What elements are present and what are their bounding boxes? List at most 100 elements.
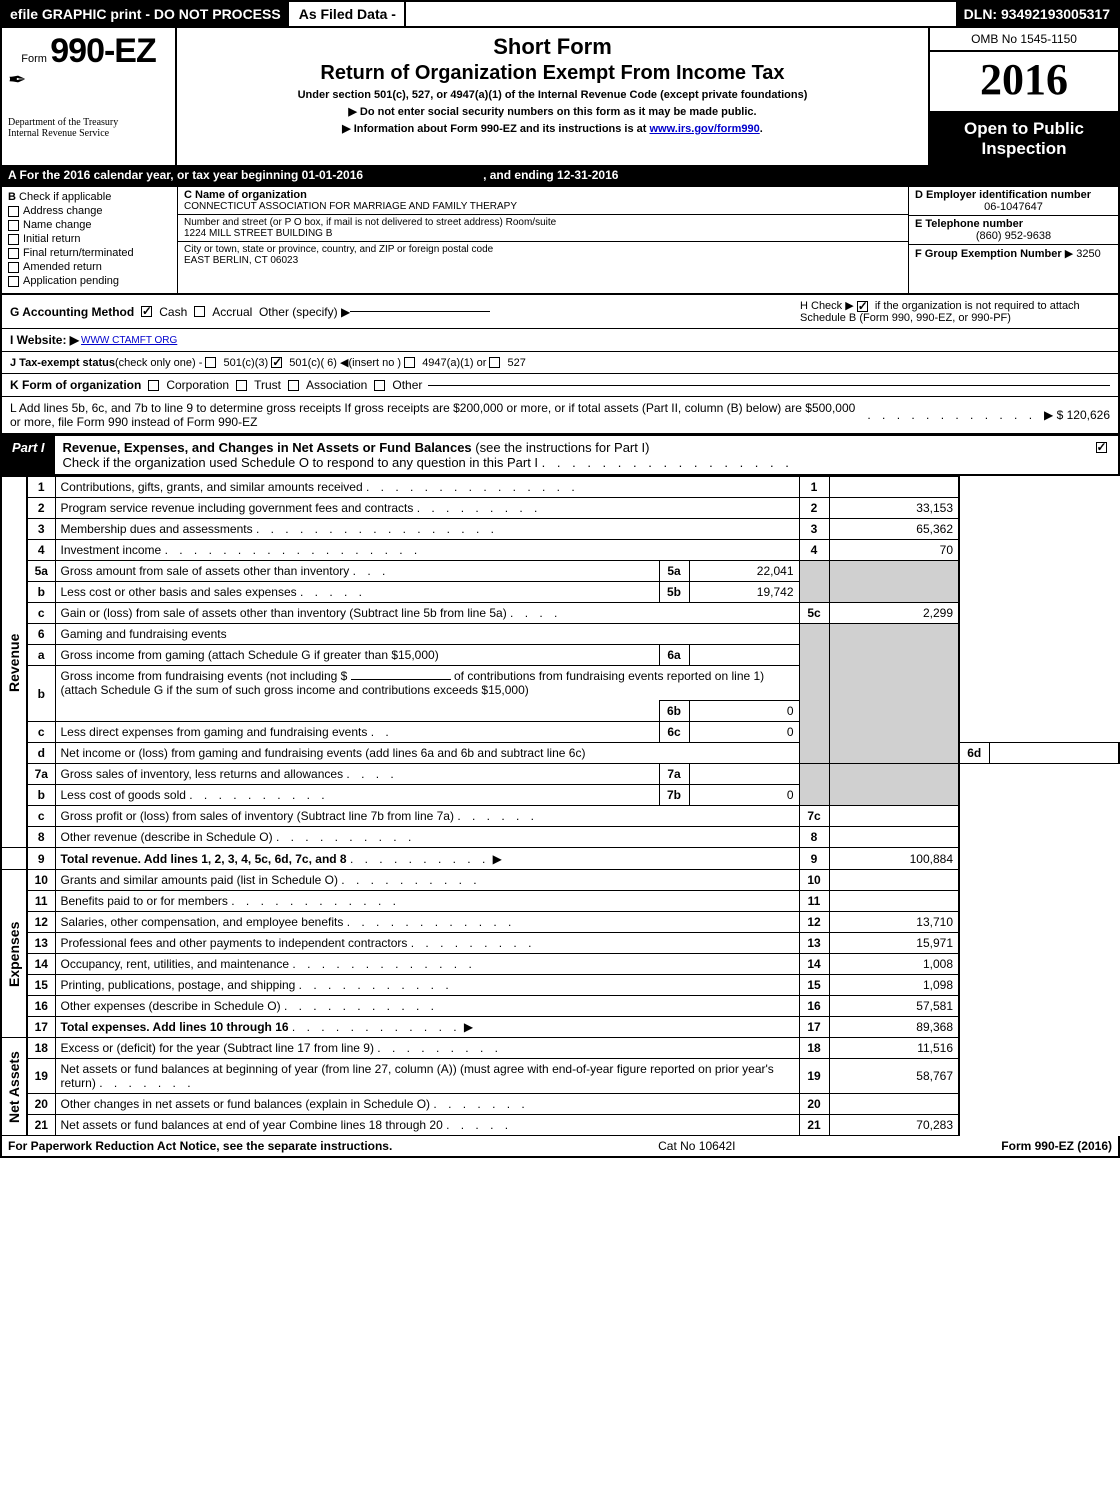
line-7a-val (689, 764, 799, 785)
dept-irs: Internal Revenue Service (8, 128, 169, 139)
line-5b-val: 19,742 (689, 582, 799, 603)
chk-trust[interactable] (236, 380, 247, 391)
line-5a-val: 22,041 (689, 561, 799, 582)
chk-schedule-o-part-i[interactable] (1096, 442, 1107, 453)
group-exemption: ▶ 3250 (1065, 248, 1101, 260)
fundraising-blank[interactable] (351, 679, 451, 680)
form-prefix: Form (21, 53, 47, 65)
line-1-val (829, 477, 959, 498)
org-address: 1224 MILL STREET BUILDING B (184, 228, 902, 239)
side-netassets: Net Assets (1, 1038, 27, 1136)
chk-final-return[interactable]: Final return/terminated (8, 247, 171, 259)
line-8-val (829, 827, 959, 848)
footer-left: For Paperwork Reduction Act Notice, see … (8, 1139, 392, 1153)
tax-year: 2016 (930, 52, 1118, 113)
part-i-tag: Part I (2, 436, 55, 474)
line-16-val: 57,581 (829, 996, 959, 1017)
chk-501c3[interactable] (205, 357, 216, 368)
line-5c-val: 2,299 (829, 603, 959, 624)
part-i-title: Revenue, Expenses, and Changes in Net As… (63, 440, 472, 455)
subtitle-2: ▶ Do not enter social security numbers o… (183, 105, 922, 118)
omb-number: OMB No 1545-1150 (930, 28, 1118, 52)
gross-receipts-val: ▶ $ 120,626 (1044, 408, 1110, 422)
chk-527[interactable] (489, 357, 500, 368)
line-12-val: 13,710 (829, 912, 959, 933)
org-name: CONNECTICUT ASSOCIATION FOR MARRIAGE AND… (184, 201, 902, 212)
row-a-tax-year: A For the 2016 calendar year, or tax yea… (0, 165, 1120, 187)
line-2-val: 33,153 (829, 498, 959, 519)
line-11-val (829, 891, 959, 912)
part-i-table: Revenue 1 Contributions, gifts, grants, … (0, 476, 1120, 1136)
line-6a-val (689, 645, 799, 666)
col-c-org-info: C Name of organization CONNECTICUT ASSOC… (177, 187, 908, 293)
other-org-input[interactable] (428, 385, 1110, 386)
subtitle-1: Under section 501(c), 527, or 4947(a)(1)… (183, 89, 922, 101)
chk-association[interactable] (288, 380, 299, 391)
open-to-public: Open to Public Inspection (930, 113, 1118, 165)
line-21-val: 70,283 (829, 1115, 959, 1136)
header-right-box: OMB No 1545-1150 2016 Open to Public Ins… (928, 28, 1118, 165)
line-6d-val (989, 743, 1119, 764)
line-6c-val: 0 (689, 722, 799, 743)
line-13-val: 15,971 (829, 933, 959, 954)
chk-4947a1[interactable] (404, 357, 415, 368)
line-7b-val: 0 (689, 785, 799, 806)
subtitle-3: ▶ Information about Form 990-EZ and its … (183, 122, 922, 135)
other-specify-input[interactable] (350, 311, 490, 312)
page-footer: For Paperwork Reduction Act Notice, see … (0, 1136, 1120, 1158)
efile-label: efile GRAPHIC print - DO NOT PROCESS (2, 2, 291, 26)
efile-topbar: efile GRAPHIC print - DO NOT PROCESS As … (0, 0, 1120, 28)
irs-link[interactable]: www.irs.gov/form990 (650, 123, 760, 135)
chk-amended-return[interactable]: Amended return (8, 261, 171, 273)
side-revenue: Revenue (1, 477, 27, 848)
ein-value: 06-1047647 (915, 201, 1112, 213)
col-d-ein: D Employer identification number 06-1047… (908, 187, 1118, 293)
line-6b-val: 0 (689, 701, 799, 722)
footer-mid: Cat No 10642I (392, 1139, 1001, 1153)
line-9-val: 100,884 (829, 848, 959, 870)
form-title-box: Short Form Return of Organization Exempt… (177, 28, 928, 165)
footer-right: Form 990-EZ (2016) (1001, 1139, 1112, 1153)
org-city: EAST BERLIN, CT 06023 (184, 255, 902, 266)
line-15-val: 1,098 (829, 975, 959, 996)
chk-address-change[interactable]: Address change (8, 205, 171, 217)
chk-schedule-b[interactable] (857, 301, 868, 312)
row-i-website: I Website: ▶ WWW CTAMFT ORG (0, 329, 1120, 352)
row-k-form-org: K Form of organization Corporation Trust… (0, 374, 1120, 397)
line-10-val (829, 870, 959, 891)
form-number-box: Form 990-EZ ✒ Department of the Treasury… (2, 28, 177, 165)
asfiled-label: As Filed Data - (291, 2, 406, 26)
chk-corporation[interactable] (148, 380, 159, 391)
line-20-val (829, 1094, 959, 1115)
section-bcd: B Check if applicable Address change Nam… (0, 187, 1120, 295)
chk-cash[interactable] (141, 306, 152, 317)
form-header: Form 990-EZ ✒ Department of the Treasury… (0, 28, 1120, 165)
chk-accrual[interactable] (194, 306, 205, 317)
row-j-tax-exempt: J Tax-exempt status (check only one) - 5… (0, 352, 1120, 374)
line-14-val: 1,008 (829, 954, 959, 975)
main-title: Return of Organization Exempt From Incom… (183, 62, 922, 85)
form-number: 990-EZ (50, 32, 156, 70)
chk-name-change[interactable]: Name change (8, 219, 171, 231)
chk-other-org[interactable] (374, 380, 385, 391)
row-h-schedule-b: H Check ▶ if the organization is not req… (800, 299, 1110, 324)
part-i-header: Part I Revenue, Expenses, and Changes in… (0, 435, 1120, 476)
chk-initial-return[interactable]: Initial return (8, 233, 171, 245)
line-4-val: 70 (829, 540, 959, 561)
row-l-gross-receipts: L Add lines 5b, 6c, and 7b to line 9 to … (0, 397, 1120, 435)
line-19-val: 58,767 (829, 1059, 959, 1094)
line-7c-val (829, 806, 959, 827)
line-18-val: 11,516 (829, 1038, 959, 1059)
row-g-accounting: G Accounting Method Cash Accrual Other (… (0, 295, 1120, 329)
dln-label: DLN: 93492193005317 (956, 2, 1118, 26)
dept-treasury: Department of the Treasury (8, 117, 169, 128)
line-3-val: 65,362 (829, 519, 959, 540)
col-b-checkboxes: B Check if applicable Address change Nam… (2, 187, 177, 293)
chk-application-pending[interactable]: Application pending (8, 275, 171, 287)
short-form-title: Short Form (183, 34, 922, 60)
telephone-value: (860) 952-9638 (915, 230, 1112, 242)
website-link[interactable]: WWW CTAMFT ORG (81, 335, 177, 346)
chk-501c[interactable] (271, 357, 282, 368)
side-expenses: Expenses (1, 870, 27, 1038)
line-17-val: 89,368 (829, 1017, 959, 1038)
